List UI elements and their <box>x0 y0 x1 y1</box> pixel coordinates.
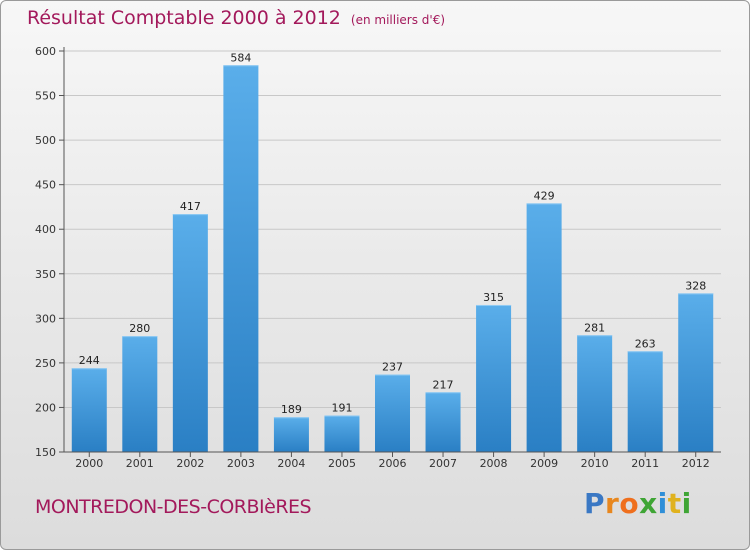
bar-value-label: 191 <box>331 401 352 414</box>
y-tick-label: 150 <box>35 446 56 459</box>
bar-2004 <box>273 417 309 452</box>
bar-2009 <box>526 203 562 452</box>
logo-letter: x <box>639 487 658 520</box>
bar-value-label: 189 <box>281 403 302 416</box>
y-tick-label: 550 <box>35 90 56 103</box>
x-tick-label: 2007 <box>429 457 457 470</box>
logo-letter: r <box>605 487 620 520</box>
axes: 150 200 250 300 350 400 450 500 550 600 2000 2001 20… <box>35 45 721 470</box>
y-tick-label: 200 <box>35 401 56 414</box>
bar-value-label: 584 <box>230 51 251 64</box>
city-name: MONTREDON-DES-CORBIèRES <box>35 496 312 518</box>
bar-value-label: 217 <box>433 378 454 391</box>
bar-2001 <box>122 336 158 452</box>
x-tick-label: 2006 <box>379 457 407 470</box>
bar-value-label: 281 <box>584 321 605 334</box>
bar-2007 <box>425 392 461 452</box>
x-tick-label: 2012 <box>682 457 710 470</box>
logo-letter: i <box>681 487 692 520</box>
bar-2000 <box>71 368 107 452</box>
y-tick-label: 300 <box>35 312 56 325</box>
proxiti-logo: Proxiti <box>584 487 692 520</box>
bar-2012 <box>678 293 714 452</box>
bar-2006 <box>375 374 410 452</box>
bar-2002 <box>172 214 208 452</box>
bars: 244 280 417 584 189 191 237 217 315 429 281 263 328 <box>71 51 714 452</box>
x-tick-label: 2000 <box>75 457 103 470</box>
bar-2003 <box>223 65 259 452</box>
chart-title: Résultat Comptable 2000 à 2012 (en millie… <box>27 7 445 29</box>
y-tick-label: 600 <box>35 45 56 58</box>
x-tick-label: 2008 <box>480 457 508 470</box>
bar-value-label: 263 <box>635 337 656 350</box>
bar-value-label: 328 <box>685 279 706 292</box>
bar-value-label: 237 <box>382 360 403 373</box>
x-tick-label: 2003 <box>227 457 255 470</box>
bar-value-label: 315 <box>483 291 504 304</box>
y-tick-label: 250 <box>35 357 56 370</box>
x-tick-label: 2001 <box>126 457 154 470</box>
x-tick-label: 2010 <box>581 457 609 470</box>
x-tick-label: 2002 <box>176 457 204 470</box>
bar-2011 <box>627 351 663 452</box>
x-tick-label: 2009 <box>530 457 558 470</box>
bar-value-label: 417 <box>180 200 201 213</box>
chart-title-text: Résultat Comptable 2000 à 2012 <box>27 7 341 29</box>
bar-2010 <box>577 335 613 452</box>
logo-letter: o <box>619 487 640 520</box>
logo-letter: i <box>657 487 668 520</box>
y-tick-label: 500 <box>35 134 56 147</box>
x-tick-label: 2005 <box>328 457 356 470</box>
logo-letter: t <box>667 487 682 520</box>
y-tick-label: 350 <box>35 268 56 281</box>
logo-letter: P <box>584 487 606 520</box>
bar-value-label: 429 <box>534 189 555 202</box>
x-tick-label: 2004 <box>277 457 305 470</box>
chart-unit-label: (en milliers d'€) <box>350 13 446 27</box>
bar-2005 <box>324 415 360 452</box>
y-tick-label: 450 <box>35 179 56 192</box>
x-tick-label: 2011 <box>631 457 659 470</box>
y-tick-label: 400 <box>35 223 56 236</box>
bar-value-label: 244 <box>79 354 100 367</box>
bar-value-label: 280 <box>129 322 150 335</box>
bar-2008 <box>476 304 512 452</box>
